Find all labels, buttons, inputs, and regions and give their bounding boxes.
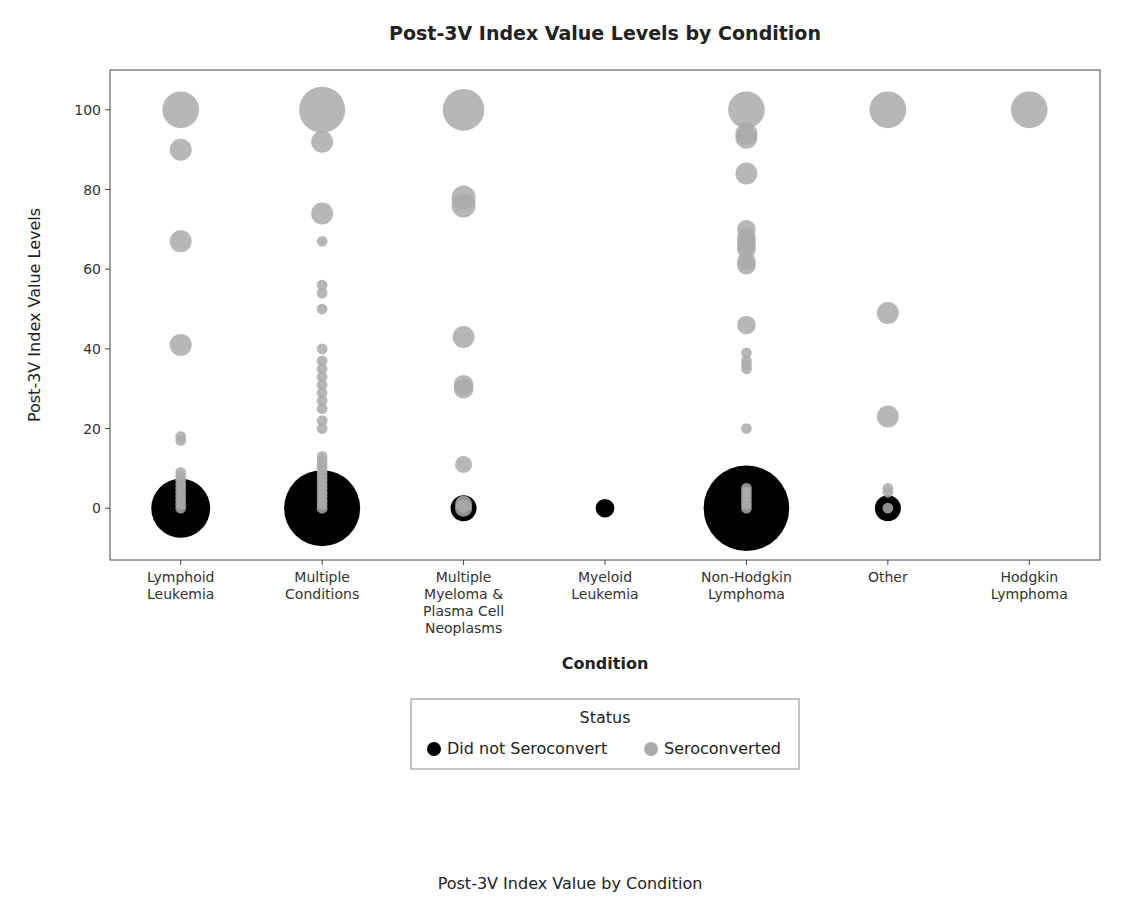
y-tick: [105, 428, 110, 429]
point: [175, 467, 186, 478]
point: [704, 465, 790, 551]
title: Post-3V Index Value Levels by Condition: [389, 22, 821, 44]
point: [869, 91, 906, 128]
y-tick-label: 60: [83, 261, 101, 277]
legend-label: Seroconverted: [664, 739, 781, 758]
point: [317, 415, 328, 426]
x-tick-label: MultipleConditions: [285, 569, 359, 602]
point: [175, 431, 186, 442]
x-tick: [746, 560, 747, 565]
y-tick-label: 40: [83, 341, 101, 357]
y-tick-label: 100: [74, 102, 101, 118]
x-tick-label: Non-HodgkinLymphoma: [701, 569, 792, 602]
y-tick: [105, 508, 110, 509]
point: [151, 479, 210, 538]
point: [170, 139, 192, 161]
x-tick: [322, 560, 323, 565]
point: [170, 334, 192, 356]
point: [735, 163, 757, 185]
point: [162, 91, 199, 128]
point: [317, 451, 328, 462]
legend-swatch: [644, 742, 658, 756]
caption: Post-3V Index Value by Condition: [438, 874, 703, 893]
point: [882, 503, 893, 514]
point: [737, 220, 756, 239]
point: [741, 347, 752, 358]
point: [317, 280, 328, 291]
point: [877, 302, 899, 324]
point: [877, 406, 899, 428]
legend: Status Did not Seroconvert Seroconverted: [411, 699, 799, 769]
legend-swatch: [427, 742, 441, 756]
point: [317, 304, 328, 315]
x-tick: [1029, 560, 1030, 565]
y-tick-label: 80: [83, 182, 101, 198]
point: [1011, 91, 1048, 128]
y-tick-label: 20: [83, 421, 101, 437]
legend-label: Did not Seroconvert: [447, 739, 607, 758]
point: [454, 375, 474, 395]
x-tick-label: MyeloidLeukemia: [571, 569, 638, 602]
point: [882, 483, 893, 494]
point: [741, 483, 752, 494]
point: [451, 495, 477, 521]
point: [170, 230, 192, 252]
x-tick-label: HodgkinLymphoma: [991, 569, 1068, 602]
x-tick: [180, 560, 181, 565]
x-tick: [887, 560, 888, 565]
x-tick-label: LymphoidLeukemia: [147, 569, 215, 602]
legend-box: [411, 699, 799, 769]
y-tick: [105, 189, 110, 190]
point: [728, 91, 765, 128]
point: [317, 343, 328, 354]
point: [443, 89, 485, 131]
point: [455, 496, 472, 513]
x-tick-label: MultipleMyeloma &Plasma CellNeoplasms: [423, 569, 504, 636]
x-tick-label: Other: [868, 569, 908, 585]
point: [455, 456, 472, 473]
point: [317, 236, 328, 247]
y-axis-label: Post-3V Index Value Levels: [25, 208, 44, 422]
plot-frame: [110, 70, 1100, 560]
point: [311, 202, 333, 224]
chart: Post-3V Index Value Levels by Condition 0…: [0, 0, 1140, 919]
x-axis-label: Condition: [562, 654, 649, 673]
y-tick: [105, 109, 110, 110]
point: [741, 423, 752, 434]
legend-title: Status: [580, 708, 631, 727]
point: [737, 316, 756, 335]
y-tick: [105, 269, 110, 270]
point: [875, 495, 901, 521]
point: [311, 131, 333, 153]
point: [284, 470, 360, 546]
x-tick: [463, 560, 464, 565]
y-tick: [105, 348, 110, 349]
y-tick-label: 0: [92, 500, 101, 516]
point: [317, 355, 328, 366]
point: [596, 499, 615, 518]
x-tick: [605, 560, 606, 565]
point: [452, 185, 476, 209]
point: [453, 326, 475, 348]
marks: [151, 87, 1047, 551]
point: [299, 87, 345, 133]
